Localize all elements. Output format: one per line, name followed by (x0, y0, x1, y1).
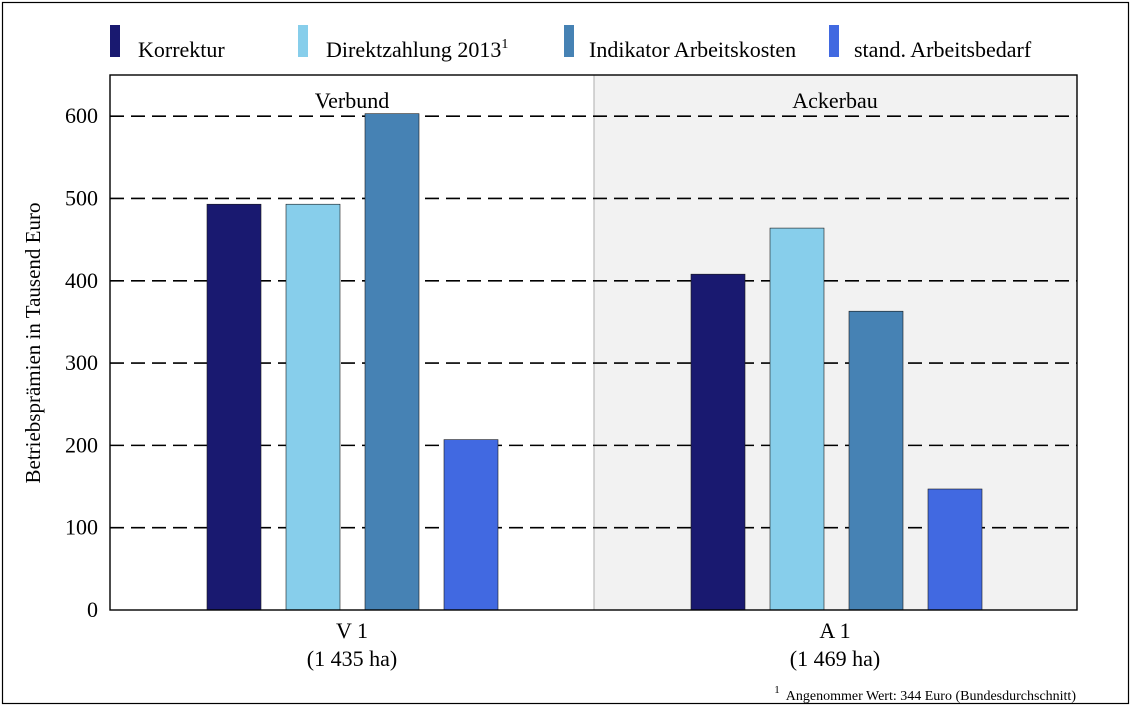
legend-swatch-indikator (564, 25, 574, 57)
footnote-marker: 1 (774, 684, 780, 696)
y-tick-label-0: 0 (87, 597, 98, 622)
bar-a1-series-1 (769, 227, 825, 611)
x-category-label-v1: V 1 (336, 618, 368, 643)
y-axis-label: Betriebsprämien in Tausend Euro (21, 203, 45, 484)
x-category-sublabel-a1: (1 469 ha) (790, 646, 880, 671)
x-category-label-a1: A 1 (819, 618, 850, 643)
legend-item-korrektur: Korrektur (110, 25, 225, 62)
bar-a1-series-2 (848, 310, 904, 611)
bar-v1-series-3 (443, 439, 499, 611)
bar-v1-series-0 (206, 203, 262, 611)
legend: Korrektur Direktzahlung 20131 Indikator … (110, 25, 1032, 62)
legend-label-direktzahlung-sup: 1 (501, 37, 508, 52)
y-tick-label-200: 200 (65, 432, 98, 457)
panel-title-ackerbau: Ackerbau (792, 88, 878, 113)
bars (206, 113, 983, 611)
legend-swatch-direktzahlung (298, 25, 308, 57)
bar-v1-series-2 (364, 113, 420, 611)
footnote-text: Angenommer Wert: 344 Euro (Bundesdurchsc… (786, 689, 1077, 704)
gridlines (110, 115, 1077, 529)
panel-title-verbund: Verbund (315, 88, 390, 113)
panel-verbund (110, 75, 594, 610)
legend-item-stand: stand. Arbeitsbedarf (829, 25, 1032, 62)
bar-a1-series-0 (690, 273, 746, 611)
x-category-sublabel-v1: (1 435 ha) (307, 646, 397, 671)
footnote: 1 Angenommer Wert: 344 Euro (Bundesdurchs… (774, 684, 1076, 704)
legend-label-indikator: Indikator Arbeitskosten (589, 37, 796, 62)
legend-label-direktzahlung: Direktzahlung 20131 (326, 37, 508, 62)
y-tick-label-400: 400 (65, 268, 98, 293)
y-axis-ticks: 0 100 200 300 400 500 600 (65, 103, 98, 622)
legend-label-korrektur: Korrektur (138, 37, 225, 62)
legend-label-stand: stand. Arbeitsbedarf (854, 37, 1032, 62)
bar-a1-series-3 (927, 488, 983, 611)
y-tick-label-100: 100 (65, 515, 98, 540)
y-tick-label-500: 500 (65, 185, 98, 210)
legend-swatch-stand (829, 25, 839, 57)
legend-item-direktzahlung: Direktzahlung 20131 (298, 25, 508, 62)
plot-frame (109, 74, 1078, 611)
y-tick-label-300: 300 (65, 350, 98, 375)
legend-swatch-korrektur (110, 25, 120, 57)
panel-ackerbau (594, 75, 1077, 610)
legend-label-direktzahlung-text: Direktzahlung 2013 (326, 37, 501, 62)
bar-v1-series-1 (285, 203, 341, 611)
legend-item-indikator: Indikator Arbeitskosten (564, 25, 796, 62)
y-tick-label-600: 600 (65, 103, 98, 128)
